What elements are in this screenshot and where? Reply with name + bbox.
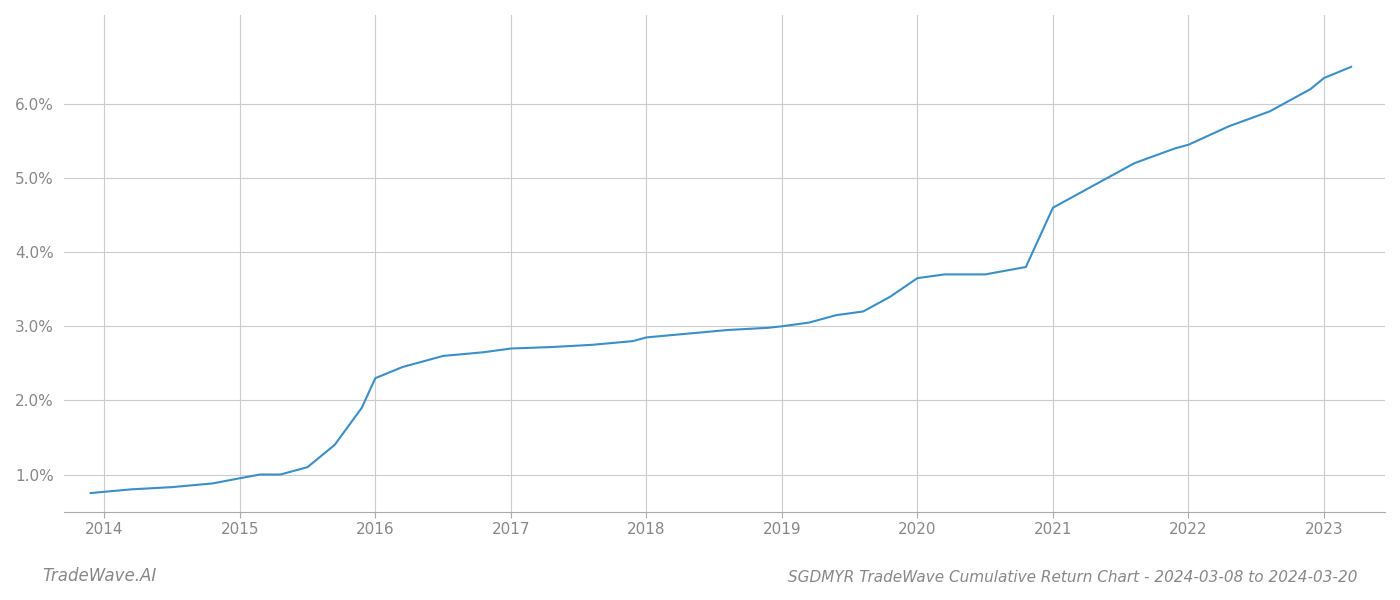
Text: SGDMYR TradeWave Cumulative Return Chart - 2024-03-08 to 2024-03-20: SGDMYR TradeWave Cumulative Return Chart… — [788, 570, 1358, 585]
Text: TradeWave.AI: TradeWave.AI — [42, 567, 157, 585]
